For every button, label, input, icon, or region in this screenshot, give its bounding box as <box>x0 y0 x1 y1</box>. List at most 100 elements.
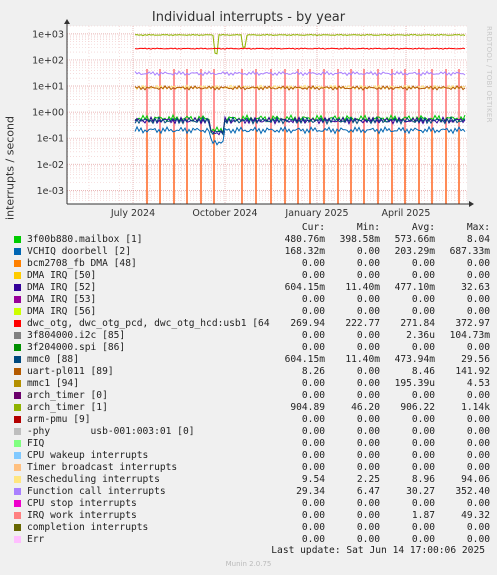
legend-avg-value: 0.00 <box>411 294 435 305</box>
legend-max-value: 0.00 <box>466 462 490 473</box>
legend-avg-value: 0.00 <box>411 306 435 317</box>
legend-series-name: Rescheduling interrupts <box>27 474 160 485</box>
munin-version: Munin 2.0.75 <box>225 560 272 568</box>
x-tick-label: July 2024 <box>110 208 155 219</box>
y-axis-label: interrupts / second <box>3 116 17 220</box>
x-tick-label: April 2025 <box>382 208 431 219</box>
legend-avg-value: 573.66m <box>394 234 435 245</box>
legend-max-value: 0.00 <box>466 438 490 449</box>
legend-cur-value: 0.00 <box>301 378 325 389</box>
series-line <box>134 33 466 55</box>
legend-series-name: mmc1 [94] <box>27 378 79 389</box>
rrdtool-credit: RRDTOOL / TOBI OETIKER <box>485 26 493 123</box>
y-axis-label-wrap: interrupts / second <box>3 116 17 220</box>
legend-swatch <box>14 344 21 351</box>
legend-min-value: 0.00 <box>356 426 380 437</box>
legend-min-value: 0.00 <box>356 498 380 509</box>
legend-cur-value: 0.00 <box>301 534 325 545</box>
y-tick-label: 1e+00 <box>32 108 64 119</box>
legend-row: DMA IRQ [53] 0.00 0.00 0.00 0.00 <box>12 294 490 306</box>
legend-max-value: 0.00 <box>466 306 490 317</box>
legend-swatch <box>14 380 21 387</box>
legend-max-value: 4.53 <box>466 378 490 389</box>
legend-cur-value: 0.00 <box>301 462 325 473</box>
legend-max-value: 49.32 <box>461 510 490 521</box>
legend-max-value: 104.73m <box>449 330 490 341</box>
legend-avg-value: 0.00 <box>411 258 435 269</box>
legend-swatch <box>14 512 21 519</box>
legend-row: bcm2708_fb DMA [48] 0.00 0.00 0.00 0.00 <box>12 258 490 270</box>
legend-cur-value: 0.00 <box>301 342 325 353</box>
legend-series-name: -phy usb-001:003:01 [0] <box>27 426 195 437</box>
series-line <box>134 125 466 146</box>
legend-cur-value: 0.00 <box>301 258 325 269</box>
legend-cur-value: 0.00 <box>301 330 325 341</box>
legend-avg-value: 906.22 <box>400 402 435 413</box>
legend-min-value: 0.00 <box>356 246 380 257</box>
legend-cur-value: 480.76m <box>284 234 325 245</box>
legend-max-value: 0.00 <box>466 498 490 509</box>
legend-swatch <box>14 356 21 363</box>
x-tick-label: January 2025 <box>284 208 348 219</box>
legend-min-value: 0.00 <box>356 534 380 545</box>
legend-min-value: 6.47 <box>356 486 380 497</box>
legend-avg-value: 2.36u <box>406 330 435 341</box>
legend-max-value: 372.97 <box>455 318 490 329</box>
legend-max-value: 0.00 <box>466 534 490 545</box>
legend-row: Function call interrupts 29.34 6.47 30.27 35… <box>12 486 490 498</box>
legend-avg-value: 477.10m <box>394 282 435 293</box>
legend-swatch <box>14 320 21 327</box>
legend-row: 3f204000.spi [86] 0.00 0.00 0.00 0.00 <box>12 342 490 354</box>
legend-avg-value: 8.96 <box>411 474 435 485</box>
legend-max-value: 1.14k <box>461 402 490 413</box>
legend-avg-value: 473.94m <box>394 354 435 365</box>
series-line <box>134 47 466 50</box>
legend-max-value: 141.92 <box>455 366 490 377</box>
legend-min-value: 0.00 <box>356 270 380 281</box>
x-tick-label: October 2024 <box>192 208 257 219</box>
legend-row: mmc0 [88] 604.15m 11.40m 473.94m 29.56 <box>12 354 490 366</box>
legend-row: dwc_otg, dwc_otg_pcd, dwc_otg_hcd:usb1 [… <box>12 318 490 330</box>
legend-row: uart-pl011 [89] 8.26 0.00 8.46 141.92 <box>12 366 490 378</box>
legend-max-value: 0.00 <box>466 270 490 281</box>
legend-series-name: mmc0 [88] <box>27 354 79 365</box>
legend-max-value: 0.00 <box>466 294 490 305</box>
last-update: Last update: Sat Jun 14 17:00:06 2025 <box>271 545 485 556</box>
legend-cur-value: 0.00 <box>301 306 325 317</box>
legend-avg-value: 30.27 <box>406 486 435 497</box>
legend-swatch <box>14 392 21 399</box>
legend-min-value: 222.77 <box>345 318 380 329</box>
legend-min-value: 0.00 <box>356 342 380 353</box>
legend-swatch <box>14 284 21 291</box>
rrdtool-credit-wrap: RRDTOOL / TOBI OETIKER <box>483 26 495 123</box>
legend-row: mmc1 [94] 0.00 0.00 195.39u 4.53 <box>12 378 490 390</box>
legend-swatch <box>14 452 21 459</box>
legend-row: CPU wakeup interrupts 0.00 0.00 0.00 0.00 <box>12 450 490 462</box>
legend-cur-value: 604.15m <box>284 282 325 293</box>
legend-min-value: 0.00 <box>356 330 380 341</box>
plot-background <box>67 26 467 204</box>
chart-area: 1e+03 1e+02 1e+01 1e+00 1e-01 1e-02 1e-03 July … <box>32 19 474 219</box>
legend-series-name: DMA IRQ [50] <box>27 270 97 281</box>
legend-min-value: 0.00 <box>356 306 380 317</box>
legend-swatch <box>14 368 21 375</box>
legend-swatch <box>14 272 21 279</box>
legend-row: -phy usb-001:003:01 [0] 0.00 0.00 0.00 0.00 <box>12 426 490 438</box>
legend-min-value: 46.20 <box>351 402 380 413</box>
legend-avg-value: 195.39u <box>394 378 435 389</box>
legend-max-value: 687.33m <box>449 246 490 257</box>
legend-cur-value: 0.00 <box>301 390 325 401</box>
legend-series-name: 3f804000.i2c [85] <box>27 330 126 341</box>
legend-cur-value: 9.54 <box>301 474 325 485</box>
legend-row: 3f804000.i2c [85] 0.00 0.00 2.36u 104.73m <box>12 330 490 342</box>
legend-cur-value: 0.00 <box>301 498 325 509</box>
legend-header-avg: Avg: <box>411 222 435 233</box>
legend-max-value: 0.00 <box>466 342 490 353</box>
legend-swatch <box>14 464 21 471</box>
legend-max-value: 352.40 <box>455 486 490 497</box>
legend-cur-value: 904.89 <box>290 402 325 413</box>
legend-swatch <box>14 308 21 315</box>
chart-title: Individual interrupts - by year <box>151 10 346 25</box>
y-tick-label: 1e-03 <box>37 186 64 197</box>
legend-avg-value: 0.00 <box>411 462 435 473</box>
